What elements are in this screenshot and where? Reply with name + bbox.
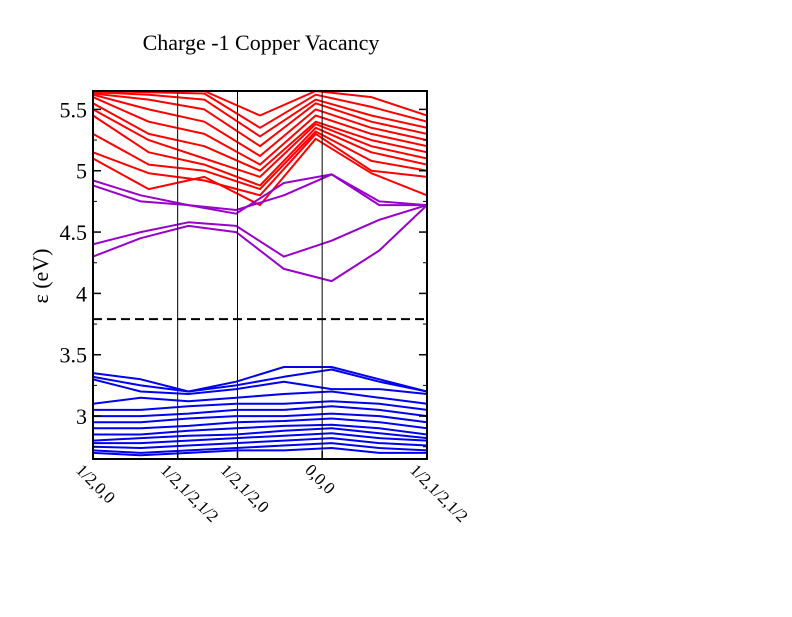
valence-band-3 [93,378,427,395]
x-ticks: 1/2,0,0 1/2,1/2,1/21/2,1/2,0 0,0,0 1/2,1/2,… [72,451,472,526]
plot-frame [92,90,428,460]
conduction-band-12 [93,91,427,117]
x-tick-label-1: 1/2,0,0 [72,460,119,507]
defect-band-1 [93,204,427,283]
y-tick-label-6: 5.5 [60,97,88,122]
conduction-band-8 [93,93,427,157]
defect-band-4 [93,173,427,215]
valence-band-12 [93,437,427,449]
conduction-band-10 [93,91,427,138]
chart-title: Charge -1 Copper Vacancy [143,30,380,55]
valence-band-8 [93,417,427,430]
conduction-band-4 [93,114,427,187]
y-tick-label-4: 4.5 [60,220,88,245]
defect-band-3 [93,173,427,211]
y-ticks: 3 3.5 4 4.5 5 5.5 [60,97,427,448]
x-tick-label-5: 1/2,1/2,1/2 [406,460,472,526]
valence-band-11 [93,432,427,445]
y-tick-label-3: 4 [76,281,87,306]
conduction-band-11 [93,91,427,129]
conduction-band-1 [93,137,427,207]
valence-band-13 [93,442,427,454]
y-axis-label: ε (eV) [28,248,53,303]
valence-band-6 [93,405,427,418]
defect-band-2 [93,204,427,258]
y-tick-label-2: 3.5 [60,343,88,368]
valence-band-4 [93,390,427,405]
k-point-grid [177,91,323,459]
conduction-band-6 [93,102,427,172]
valence-band-1 [93,366,427,393]
y-tick-label-1: 3 [76,404,87,429]
conduction-band-2 [93,132,427,197]
valence-band-2 [93,368,427,393]
conduction-band-9 [93,92,427,148]
valence-band-10 [93,427,427,442]
x-tick-label-2: 1/2,1/2,1/2 [157,460,223,526]
y-tick-label-5: 5 [76,159,87,184]
valence-band-7 [93,412,427,424]
valence-band-14 [93,447,427,457]
conduction-band-3 [93,130,427,191]
valence-band-9 [93,423,427,436]
x-tick-label-4: 0,0,0 [301,460,338,497]
conduction-band-5 [93,108,427,178]
bands-layer [93,91,427,457]
valence-band-5 [93,400,427,411]
conduction-band-7 [93,96,427,166]
x-tick-label-3: 1/2,1/2,0 [217,460,273,516]
